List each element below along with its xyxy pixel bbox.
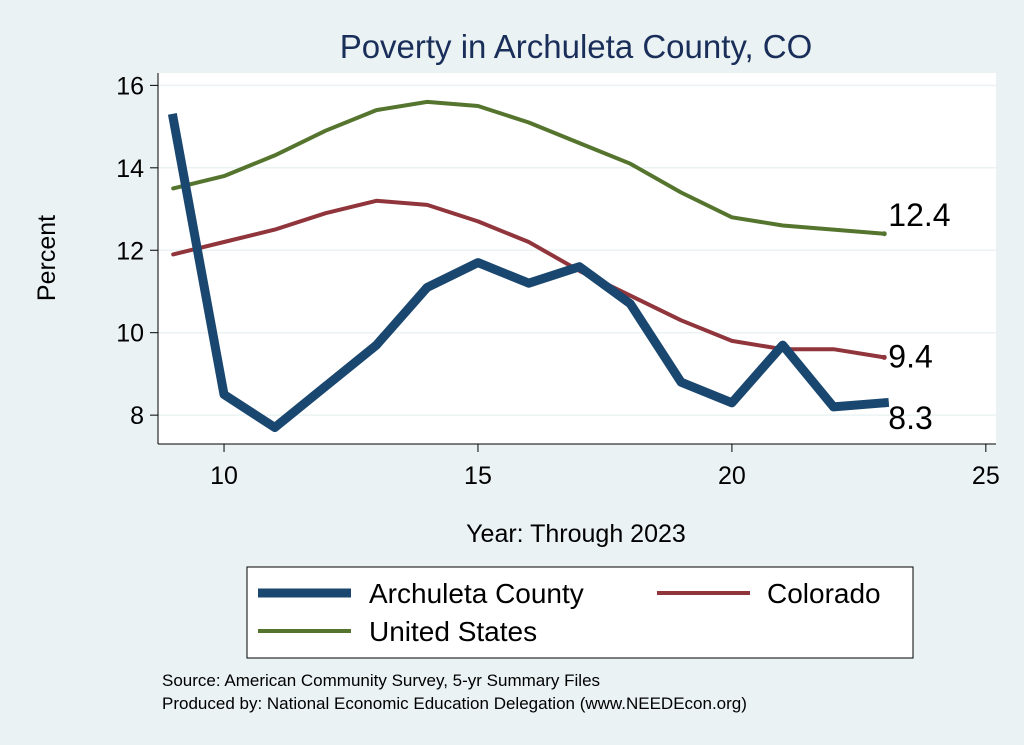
legend-label-colorado: Colorado [767, 578, 881, 609]
series-lines [167, 99, 890, 432]
plot-background [158, 73, 996, 444]
y-axis-title: Percent [33, 215, 61, 301]
end-label-united-states: 12.4 [888, 197, 950, 233]
series-end-marker [879, 398, 889, 408]
y-tick-label: 14 [116, 155, 144, 183]
series-end-marker [881, 231, 887, 237]
legend-box [246, 566, 914, 659]
axes: 8 10 12 14 16 10 15 20 25 [116, 72, 1000, 490]
y-tick-label: 8 [130, 402, 144, 430]
series-end-marker [881, 354, 887, 360]
series-line-united-states [171, 99, 887, 236]
legend-items: Archuleta County Colorado United States [258, 578, 881, 647]
y-tick-label: 10 [116, 320, 144, 348]
x-tick-label: 20 [718, 462, 746, 490]
series-line-colorado [171, 198, 887, 360]
end-label-colorado: 9.4 [888, 338, 932, 374]
series-line-archuleta-county [167, 113, 890, 432]
source-note: Source: American Community Survey, 5-yr … [162, 671, 600, 690]
end-labels: 8.3 9.4 12.4 [888, 197, 950, 436]
y-tick-label: 16 [116, 72, 144, 100]
x-tick-label: 10 [210, 462, 238, 490]
x-tick-label: 15 [464, 462, 492, 490]
x-tick-label: 25 [972, 462, 1000, 490]
legend-label-united-states: United States [369, 616, 537, 647]
legend-label-archuleta-county: Archuleta County [369, 578, 584, 609]
y-tick-label: 12 [116, 237, 144, 265]
x-axis-title: Year: Through 2023 [466, 520, 686, 548]
chart-title: Poverty in Archuleta County, CO [340, 28, 813, 65]
gridlines [158, 84, 996, 416]
credit-note: Produced by: National Economic Education… [162, 694, 747, 713]
end-label-archuleta-county: 8.3 [888, 400, 932, 436]
legend: Archuleta County Colorado United States [246, 566, 914, 659]
